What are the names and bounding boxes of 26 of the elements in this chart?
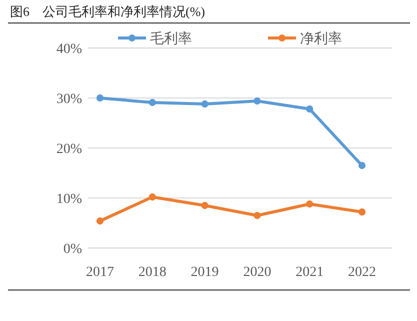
y-tick-label: 0%	[63, 242, 82, 257]
x-tick-label: 2021	[296, 265, 324, 280]
y-tick-label: 20%	[56, 142, 82, 157]
x-tick-label: 2017	[86, 265, 114, 280]
point	[254, 97, 261, 105]
x-tick-label: 2019	[190, 265, 219, 280]
point	[358, 208, 366, 216]
point	[201, 100, 208, 108]
point	[358, 162, 366, 170]
legend-label: 净利率	[300, 31, 342, 47]
point	[96, 94, 104, 102]
chart-title: 图6 公司毛利率和净利率情况(%)	[10, 4, 205, 19]
point	[96, 217, 104, 225]
point	[306, 105, 314, 113]
point	[254, 212, 261, 220]
y-tick-label: 40%	[56, 42, 82, 57]
y-tick-label: 30%	[56, 92, 82, 107]
point	[306, 200, 314, 208]
point	[201, 202, 208, 210]
point	[148, 193, 156, 201]
legend-label: 毛利率	[150, 31, 192, 47]
y-tick-label: 10%	[56, 192, 82, 207]
x-tick-label: 2022	[348, 265, 376, 280]
x-tick-label: 2018	[138, 265, 166, 280]
point	[148, 98, 156, 106]
x-tick-label: 2020	[243, 265, 272, 280]
